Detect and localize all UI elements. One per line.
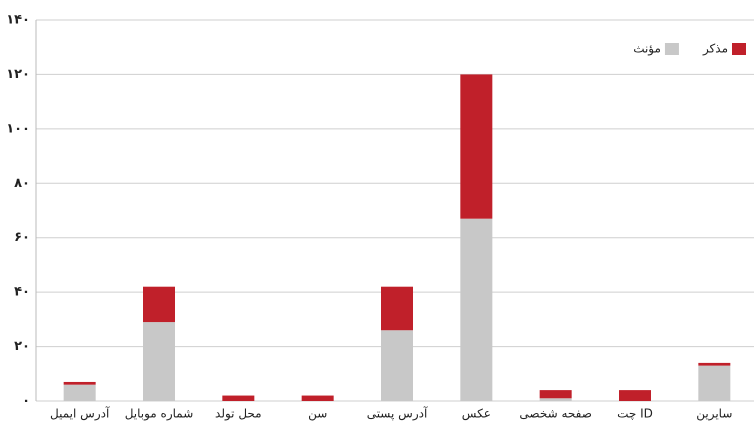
bar-segment (222, 396, 254, 401)
legend-label: مؤنث (633, 42, 661, 57)
bar-segment (540, 390, 572, 398)
legend-label: مذکر (702, 42, 728, 57)
x-tick-label: عکس (462, 407, 491, 422)
x-tick-label: آدرس ایمیل (50, 406, 110, 422)
y-tick-label: ۲۰ (14, 339, 30, 354)
bar-segment (698, 366, 730, 401)
x-tick-label: شماره موبایل (125, 407, 194, 422)
bar-segment (381, 330, 413, 401)
bar-segment (460, 219, 492, 401)
bar-segment (143, 287, 175, 322)
bar-segment (302, 396, 334, 401)
y-tick-label: ۴۰ (14, 285, 30, 300)
legend-swatch (665, 43, 679, 55)
x-tick-label: محل تولد (215, 407, 262, 422)
bar-segment (143, 322, 175, 401)
bar-segment (540, 398, 572, 401)
y-tick-label: ۸۰ (14, 176, 30, 191)
bar-segment (619, 390, 651, 401)
bar-segment (381, 287, 413, 331)
x-tick-label: سایرین (696, 407, 732, 422)
bar-segment (698, 363, 730, 366)
y-tick-label: ۶۰ (14, 230, 30, 245)
x-tick-label: ID چت (617, 407, 653, 421)
y-tick-label: ۱۴۰ (6, 13, 30, 28)
y-tick-label: ۰ (22, 394, 30, 409)
bar-segment (64, 385, 96, 401)
legend-swatch (732, 43, 746, 55)
chart: ۰ ۲۰ ۴۰ ۶۰ ۸۰ ۱۰۰ ۱۲۰ ۱۴۰ آدرس ایمیل شماره موبایل… (0, 0, 754, 429)
x-tick-label: آدرس پستی (367, 406, 428, 422)
x-tick-label: صفحه شخصی (519, 407, 591, 421)
bar-segment (460, 74, 492, 218)
x-tick-label: سن (308, 407, 327, 422)
y-tick-label: ۱۰۰ (6, 121, 30, 136)
y-tick-label: ۱۲۰ (6, 67, 30, 82)
bar-segment (64, 382, 96, 385)
